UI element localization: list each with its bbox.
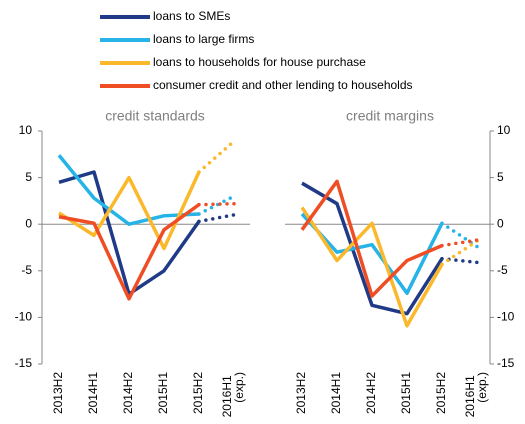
x-tick-label: 2014H1 xyxy=(86,372,100,414)
x-tick-label: 2014H1 xyxy=(329,372,343,414)
y-tick-label: 10 xyxy=(497,123,511,137)
series-line xyxy=(58,170,201,296)
y-tick-label: 5 xyxy=(497,170,504,184)
y-tick-label: -5 xyxy=(497,263,508,277)
x-tick-label: 2016H1 (exp.) xyxy=(463,372,489,417)
y-tick-label: -5 xyxy=(21,263,32,277)
legend-label: consumer credit and other lending to hou… xyxy=(153,78,413,92)
expected-line xyxy=(440,238,479,248)
expected-line xyxy=(440,239,479,267)
panel-title: credit margins xyxy=(346,108,434,124)
x-tick-label: 2015H2 xyxy=(434,372,448,414)
series-line xyxy=(300,212,444,295)
x-tick-label: 2015H2 xyxy=(191,372,205,414)
x-tick-label: 2014H2 xyxy=(364,372,378,414)
expected-line xyxy=(440,221,479,249)
expected-line xyxy=(197,213,236,224)
panel-title: credit standards xyxy=(105,108,205,124)
expected-line xyxy=(197,201,236,207)
series-line xyxy=(58,203,201,301)
x-tick-label: 2014H2 xyxy=(121,372,135,414)
y-tick-label: 5 xyxy=(25,170,32,184)
legend-label: loans to large firms xyxy=(153,32,254,46)
x-tick-label: 2015H1 xyxy=(156,372,170,414)
x-tick-label: 2013H2 xyxy=(294,372,308,414)
legend-label: loans to SMEs xyxy=(153,9,230,23)
y-tick-label: 10 xyxy=(19,123,33,137)
x-tick-label: 2016H1 (exp.) xyxy=(220,372,246,417)
y-tick-label: -10 xyxy=(497,310,515,324)
y-tick-label: -10 xyxy=(15,310,33,324)
y-tick-label: -15 xyxy=(497,356,515,370)
series-line xyxy=(57,154,200,226)
expected-line xyxy=(197,139,236,174)
series-line xyxy=(300,206,444,328)
x-tick-label: 2013H2 xyxy=(51,372,65,414)
y-tick-label: 0 xyxy=(497,216,504,230)
x-tick-label: 2015H1 xyxy=(399,372,413,414)
y-tick-label: 0 xyxy=(25,216,32,230)
legend-label: loans to households for house purchase xyxy=(153,55,366,69)
y-tick-label: -15 xyxy=(15,356,33,370)
expected-line xyxy=(197,194,236,216)
series-line xyxy=(300,179,443,298)
